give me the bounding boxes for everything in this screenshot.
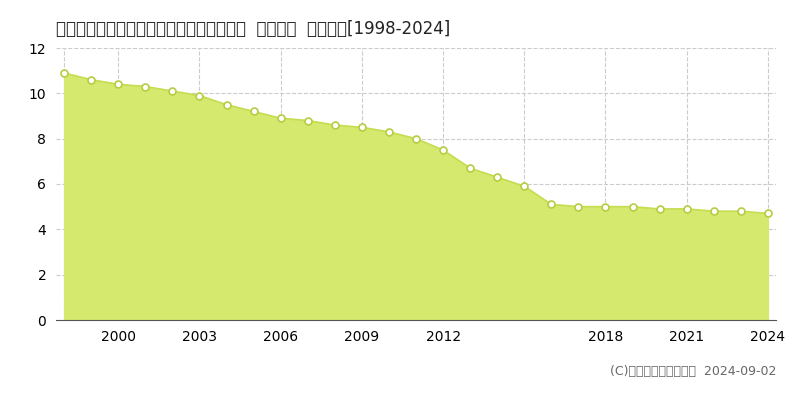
Text: (C)土地価格ドットコム  2024-09-02: (C)土地価格ドットコム 2024-09-02: [610, 365, 776, 378]
Text: 山口県防府市大字向島字藪原１５０番７外  地価公示  地価推移[1998-2024]: 山口県防府市大字向島字藪原１５０番７外 地価公示 地価推移[1998-2024]: [56, 20, 450, 38]
